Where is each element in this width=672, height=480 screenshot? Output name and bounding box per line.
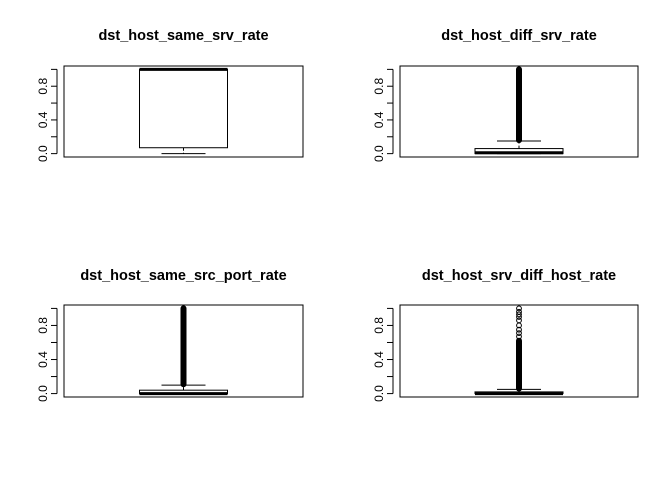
chart-title: dst_host_same_srv_rate bbox=[98, 28, 268, 44]
chart-title: dst_host_diff_srv_rate bbox=[441, 28, 597, 44]
y-tick-label: 0.8 bbox=[372, 78, 386, 95]
y-tick-label: 0.0 bbox=[372, 145, 386, 162]
outlier-point bbox=[516, 333, 522, 340]
y-tick-label: 0.4 bbox=[372, 351, 386, 368]
plot-frame bbox=[63, 65, 304, 158]
y-tick-label: 0.8 bbox=[36, 317, 50, 334]
chart-title: dst_host_same_src_port_rate bbox=[80, 268, 286, 284]
y-tick-label: 0.4 bbox=[36, 111, 50, 128]
outlier-point bbox=[516, 330, 522, 337]
y-tick-label: 0.8 bbox=[36, 78, 50, 95]
y-tick-label: 0.4 bbox=[36, 351, 50, 368]
y-tick-label: 0.0 bbox=[36, 385, 50, 402]
chart-panel-2: dst_host_diff_srv_rate 0.0 0.4 0.8 bbox=[372, 28, 639, 162]
outlier-point bbox=[516, 311, 522, 318]
chart-panel-4: dst_host_srv_diff_host_rate 0.0 0.4 0.8 bbox=[372, 268, 639, 402]
y-tick-label: 0.0 bbox=[372, 385, 386, 402]
plot-frame bbox=[63, 304, 304, 398]
outlier-point bbox=[516, 305, 522, 312]
y-tick-label: 0.0 bbox=[36, 145, 50, 162]
outlier-point bbox=[516, 326, 522, 333]
chart-title: dst_host_srv_diff_host_rate bbox=[422, 268, 616, 284]
plot-frame bbox=[399, 304, 639, 398]
outlier-point bbox=[516, 317, 522, 324]
chart-panel-3: dst_host_same_src_port_rate 0.0 0.4 0.8 bbox=[36, 268, 304, 402]
y-tick-label: 0.4 bbox=[372, 111, 386, 128]
chart-panel-1: dst_host_same_srv_rate 0.0 0.4 0.8 bbox=[36, 28, 304, 162]
outlier-point bbox=[516, 308, 522, 315]
iqr-box bbox=[139, 68, 228, 149]
plot-frame bbox=[399, 65, 639, 158]
y-tick-label: 0.8 bbox=[372, 317, 386, 334]
